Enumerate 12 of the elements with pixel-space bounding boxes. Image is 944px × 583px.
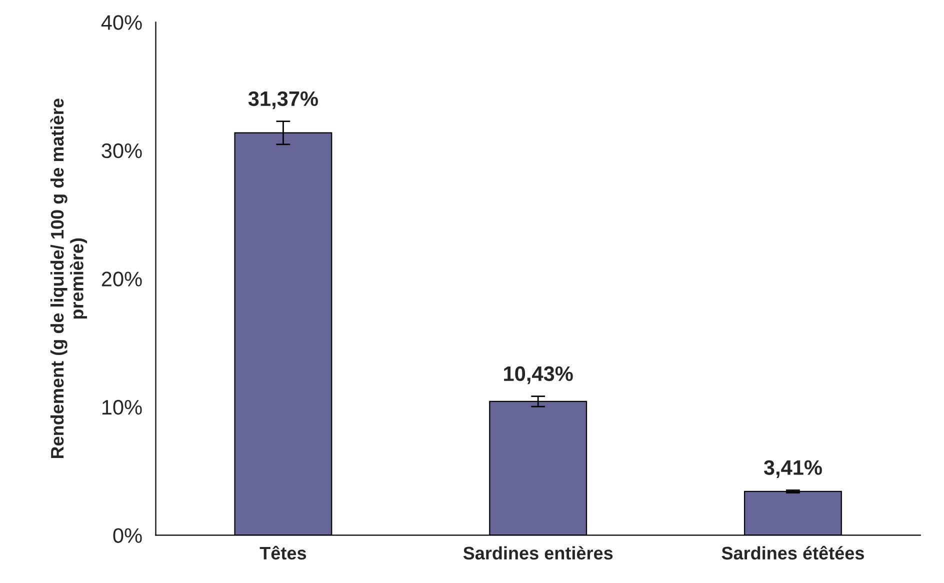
y-tick-label: 10% (102, 400, 142, 415)
data-label: 10,43% (504, 366, 573, 384)
y-tick-label: 0% (113, 528, 142, 543)
data-label: 31,37% (248, 91, 318, 110)
y-axis-title: Rendement (g de liquide/ 100 g de matière première) (50, 98, 87, 458)
y-tick-label: 20% (102, 272, 142, 286)
data-label: 3,41% (764, 460, 822, 478)
y-tick-label: 30% (102, 143, 142, 158)
x-tick-label: Sardines étêtées (722, 546, 864, 560)
y-tick-label: 40% (101, 15, 142, 30)
x-tick-label: Têtes (260, 546, 306, 560)
x-tick-label: Sardines entières (463, 546, 613, 560)
